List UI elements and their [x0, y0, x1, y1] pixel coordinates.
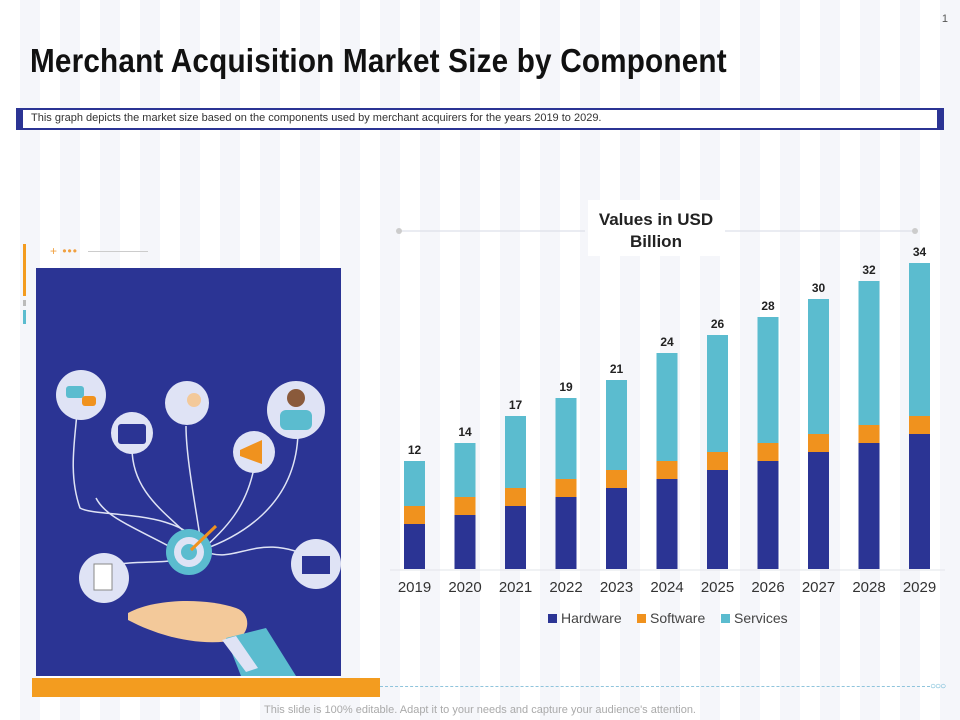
- x-tick-2026: 2026: [751, 579, 784, 596]
- x-tick-2027: 2027: [802, 579, 835, 596]
- chart-title-bg: [588, 200, 723, 256]
- divider-dots: ○○○: [930, 681, 946, 692]
- merchant-illustration: [56, 370, 341, 676]
- x-tick-2028: 2028: [852, 579, 885, 596]
- x-tick-2020: 2020: [448, 579, 481, 596]
- deco-line: [88, 251, 148, 252]
- illustration-panel: [36, 268, 341, 676]
- bar-software-2028: [858, 425, 880, 443]
- legend-swatch-hardware: [548, 614, 557, 623]
- title-line-dot-left: [396, 228, 402, 234]
- bar-software-2026: [757, 443, 779, 461]
- bar-software-2027: [808, 434, 829, 452]
- bar-hardware-2020: [454, 515, 476, 569]
- bar-software-2029: [909, 416, 930, 434]
- accent-bar: [32, 678, 380, 697]
- legend-swatch-software: [637, 614, 646, 623]
- bar-hardware-2021: [505, 506, 526, 569]
- total-label-2026: 28: [761, 299, 775, 313]
- legend-swatch-services: [721, 614, 730, 623]
- x-tick-2025: 2025: [701, 579, 734, 596]
- bar-hardware-2027: [808, 452, 829, 569]
- deco-bar-teal: [23, 310, 26, 324]
- bar-services-2025: [707, 335, 728, 452]
- total-label-2025: 26: [711, 317, 725, 331]
- dashed-divider: [380, 686, 930, 687]
- bar-software-2025: [707, 452, 728, 470]
- bar-services-2023: [606, 380, 627, 470]
- x-tick-2022: 2022: [549, 579, 582, 596]
- bar-software-2024: [656, 461, 678, 479]
- x-tick-2021: 2021: [499, 579, 532, 596]
- bar-software-2021: [505, 488, 526, 506]
- handshake-icon: [165, 381, 209, 425]
- total-label-2021: 17: [509, 398, 523, 412]
- x-tick-2019: 2019: [398, 579, 431, 596]
- stacked-bar-chart: Values in USD Billion 12 2019 14 2020 17 2021 1…: [385, 200, 955, 640]
- bar-software-2022: [555, 479, 577, 497]
- total-label-2027: 30: [812, 281, 826, 295]
- total-label-2022: 19: [559, 380, 573, 394]
- deco-bar-grey: [23, 300, 26, 306]
- bar-services-2021: [505, 416, 526, 488]
- bar-services-2027: [808, 299, 829, 434]
- bar-hardware-2029: [909, 434, 930, 569]
- legend-label-hardware: Hardware: [561, 610, 622, 626]
- bar-software-2020: [454, 497, 476, 515]
- chart-svg: Values in USD Billion 12 2019 14 2020 17 2021 1…: [390, 200, 945, 626]
- x-tick-2023: 2023: [600, 579, 633, 596]
- bar-hardware-2019: [404, 524, 425, 569]
- bar-hardware-2023: [606, 488, 627, 569]
- bar-services-2020: [454, 443, 476, 497]
- total-label-2020: 14: [458, 425, 472, 439]
- total-label-2028: 32: [862, 263, 876, 277]
- chart-title: Values in USD Billion: [599, 210, 713, 251]
- legend-label-software: Software: [650, 610, 705, 626]
- total-label-2019: 12: [408, 443, 422, 457]
- total-label-2023: 21: [610, 362, 624, 376]
- page-title: Merchant Acquisition Market Size by Comp…: [30, 42, 727, 79]
- bar-services-2026: [757, 317, 779, 443]
- description-text: This graph depicts the market size based…: [31, 112, 602, 124]
- bar-hardware-2022: [555, 497, 577, 569]
- total-label-2029: 34: [913, 245, 927, 259]
- bar-software-2019: [404, 506, 425, 524]
- deco-bar-orange: [23, 244, 26, 296]
- hand-icon: [128, 601, 248, 643]
- title-line-dot-right: [912, 228, 918, 234]
- bar-hardware-2026: [757, 461, 779, 569]
- bar-hardware-2025: [707, 470, 728, 569]
- bar-hardware-2024: [656, 479, 678, 569]
- legend-label-services: Services: [734, 610, 788, 626]
- bar-services-2028: [858, 281, 880, 425]
- bar-services-2029: [909, 263, 930, 416]
- bar-hardware-2028: [858, 443, 880, 569]
- x-tick-2029: 2029: [903, 579, 936, 596]
- description-box: This graph depicts the market size based…: [16, 108, 944, 130]
- footer-note: This slide is 100% editable. Adapt it to…: [264, 704, 696, 716]
- deco-plus-dots: + •••: [50, 244, 78, 258]
- page-number: 1: [941, 13, 948, 25]
- bar-services-2024: [656, 353, 678, 461]
- bar-services-2022: [555, 398, 577, 479]
- bar-services-2019: [404, 461, 425, 506]
- total-label-2024: 24: [660, 335, 674, 349]
- x-tick-2024: 2024: [650, 579, 683, 596]
- bar-software-2023: [606, 470, 627, 488]
